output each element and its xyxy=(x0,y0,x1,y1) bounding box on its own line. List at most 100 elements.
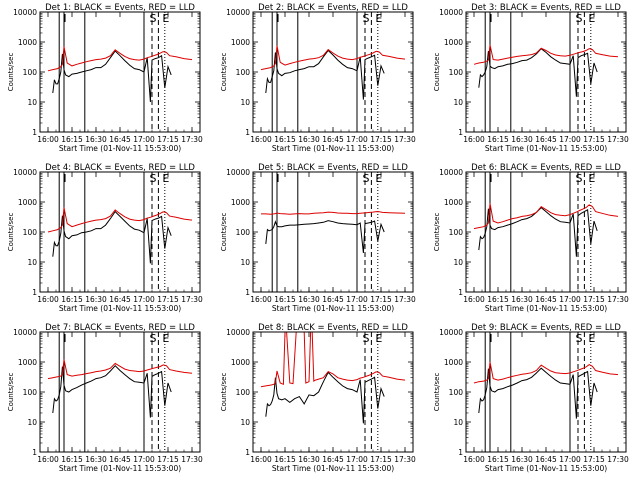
x-tick-label: 17:00 xyxy=(133,135,155,144)
marker-lines xyxy=(271,12,379,132)
x-tick-label: 16:45 xyxy=(322,455,344,464)
x-tick-label: 17:00 xyxy=(559,455,581,464)
y-axis-label: Counts/sec xyxy=(433,373,441,412)
chart-panel-9: Det 9: BLACK = Events, RED = LLD 1 10 100 10… xyxy=(433,323,629,473)
x-tick-label: 16:15 xyxy=(61,295,83,304)
y-tick-label: 1000 xyxy=(444,38,463,47)
x-tick-label: 17:15 xyxy=(583,455,605,464)
x-tick-label: 16:45 xyxy=(535,295,557,304)
x-tick-label: 16:45 xyxy=(109,455,131,464)
series-group xyxy=(260,332,406,424)
x-tick-label: 17:15 xyxy=(583,135,605,144)
marker-label: S xyxy=(576,172,583,185)
marker-label: S xyxy=(363,332,370,345)
x-tick-label: 17:15 xyxy=(157,295,179,304)
marker-label: S xyxy=(150,172,157,185)
x-tick-label: 16:45 xyxy=(322,135,344,144)
marker-label: I xyxy=(276,12,279,25)
plot-frame xyxy=(252,11,414,133)
y-tick-label: 10 xyxy=(240,98,250,107)
y-tick-label: 100 xyxy=(449,388,464,397)
marker-label: S xyxy=(576,332,583,345)
marker-lines xyxy=(271,172,379,292)
marker-label: I xyxy=(489,12,492,25)
x-tick-label: 17:00 xyxy=(346,455,368,464)
marker-label: I xyxy=(489,172,492,185)
x-tick-label: 17:15 xyxy=(157,455,179,464)
marker-label: S xyxy=(363,172,370,185)
y-tick-label: 10000 xyxy=(226,328,250,337)
x-tick-label: 17:00 xyxy=(346,295,368,304)
y-tick-label: 10000 xyxy=(13,168,37,177)
chart-title: Det 2: BLACK = Events, RED = LLD xyxy=(258,3,408,13)
y-tick-label: 10 xyxy=(453,418,463,427)
y-tick-label: 10000 xyxy=(439,168,463,177)
x-tick-label: 16:15 xyxy=(61,135,83,144)
x-tick-label: 16:00 xyxy=(463,135,485,144)
x-tick-label: 16:30 xyxy=(298,295,320,304)
y-tick-label: 1 xyxy=(245,288,250,297)
y-tick-label: 100 xyxy=(236,228,251,237)
y-axis-label: Counts/sec xyxy=(433,53,441,92)
marker-lines xyxy=(484,172,592,292)
x-tick-label: 17:15 xyxy=(370,295,392,304)
x-axis-label: Start Time (01-Nov-11 15:53:00) xyxy=(485,144,607,153)
plot-frame xyxy=(39,171,201,293)
marker-lines xyxy=(58,172,166,292)
y-tick-label: 100 xyxy=(449,68,464,77)
x-axis-label: Start Time (01-Nov-11 15:53:00) xyxy=(272,304,394,313)
series-group xyxy=(473,203,619,257)
x-tick-label: 17:15 xyxy=(370,455,392,464)
chart-panel-6: Det 6: BLACK = Events, RED = LLD 1 10 100 10… xyxy=(433,163,629,313)
x-tick-label: 16:15 xyxy=(274,295,296,304)
y-tick-label: 10 xyxy=(27,98,37,107)
x-tick-label: 16:30 xyxy=(511,295,533,304)
chart-title: Det 7: BLACK = Events, RED = LLD xyxy=(45,323,195,333)
series-line-black xyxy=(478,48,598,97)
marker-label: E xyxy=(588,332,595,345)
x-tick-label: 16:15 xyxy=(487,455,509,464)
chart-title: Det 4: BLACK = Events, RED = LLD xyxy=(45,163,195,173)
plot-frame xyxy=(465,11,627,133)
x-tick-label: 17:00 xyxy=(133,295,155,304)
x-tick-label: 16:15 xyxy=(487,135,509,144)
series-group xyxy=(47,207,193,264)
series-group xyxy=(260,45,406,100)
series-line-red xyxy=(260,45,406,71)
y-tick-label: 1000 xyxy=(18,198,37,207)
x-tick-label: 17:00 xyxy=(559,135,581,144)
chart-title: Det 9: BLACK = Events, RED = LLD xyxy=(471,323,621,333)
x-tick-label: 16:00 xyxy=(250,295,272,304)
y-tick-label: 1000 xyxy=(18,358,37,367)
series-line-red xyxy=(473,203,619,230)
series-line-red xyxy=(47,46,193,72)
marker-label: E xyxy=(162,172,169,185)
y-axis-label: Counts/sec xyxy=(220,53,228,92)
plot-frame xyxy=(465,171,627,293)
y-tick-label: 100 xyxy=(236,68,251,77)
marker-label: I xyxy=(276,172,279,185)
series-line-black xyxy=(52,50,172,103)
y-tick-label: 1000 xyxy=(444,358,463,367)
x-tick-label: 16:45 xyxy=(322,295,344,304)
y-axis-label: Counts/sec xyxy=(7,53,15,92)
series-group xyxy=(47,359,193,418)
series-line-black xyxy=(478,367,598,419)
y-tick-label: 1 xyxy=(458,288,463,297)
plot-frame xyxy=(252,171,414,293)
marker-lines xyxy=(58,12,166,132)
y-tick-label: 1 xyxy=(32,128,37,137)
series-line-red xyxy=(47,207,193,233)
marker-label: S xyxy=(576,12,583,25)
series-group xyxy=(473,361,619,419)
series-line-red xyxy=(473,44,619,65)
x-tick-label: 16:00 xyxy=(37,455,59,464)
x-tick-label: 17:30 xyxy=(394,455,416,464)
x-tick-label: 17:00 xyxy=(559,295,581,304)
series-line-red xyxy=(261,211,406,215)
y-tick-label: 1000 xyxy=(231,198,250,207)
y-axis-label: Counts/sec xyxy=(220,213,228,252)
plot-frame xyxy=(39,331,201,453)
series-line-black xyxy=(52,364,172,418)
series-line-black xyxy=(478,206,598,257)
